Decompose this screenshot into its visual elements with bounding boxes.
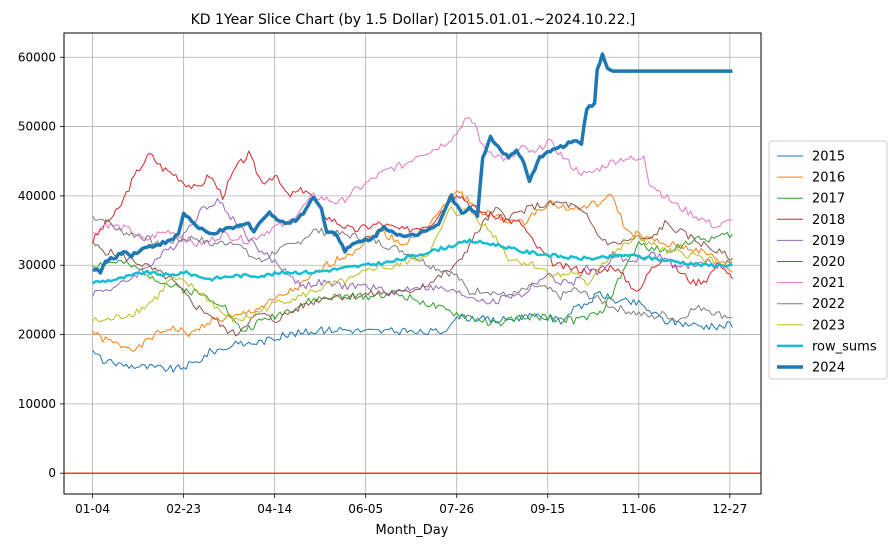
x-axis-label: Month_Day [376, 523, 449, 538]
y-tick-label: 60000 [18, 50, 56, 64]
x-tick-label: 12-27 [712, 502, 747, 516]
y-tick-label: 30000 [18, 258, 56, 272]
series-layer [91, 52, 733, 373]
legend-label: 2023 [812, 318, 845, 333]
legend-label: row_sums [812, 339, 877, 354]
legend-label: 2022 [812, 297, 845, 312]
series-line-row_sums [91, 238, 733, 285]
x-tick-label: 09-15 [530, 502, 565, 516]
series-line-2024 [92, 52, 733, 275]
axis-layer: 01-04 02-23 04-14 06-05 07-26 09-15 11-06 12-27… [18, 50, 747, 516]
legend-label: 2020 [812, 255, 845, 270]
chart-title: KD 1Year Slice Chart (by 1.5 Dollar) [20… [191, 12, 636, 28]
y-tick-label: 40000 [18, 189, 56, 203]
x-tick-label: 06-05 [348, 502, 383, 516]
series-line-2017 [92, 231, 733, 332]
plot-frame [63, 32, 762, 495]
legend-box [768, 140, 888, 380]
series-line-2018 [92, 150, 733, 292]
series-line-2019 [92, 198, 733, 305]
x-tick-label: 07-26 [439, 502, 474, 516]
legend-label: 2021 [812, 276, 845, 291]
legend: 2015 2016 2017 2018 2019 2020 2021 2022 2023 row_… [768, 140, 888, 380]
legend-label: 2024 [812, 361, 845, 376]
series-line-2022 [92, 215, 733, 322]
series-line-2016 [92, 190, 733, 352]
series-line-2021 [92, 117, 733, 247]
series-line-2020 [92, 200, 733, 337]
y-tick-label: 10000 [18, 397, 56, 411]
legend-label: 2016 [812, 171, 845, 186]
series-line-2015 [92, 290, 733, 373]
legend-label: 2017 [812, 192, 845, 207]
x-tick-label: 11-06 [621, 502, 656, 516]
x-tick-label: 01-04 [75, 502, 110, 516]
legend-label: 2015 [812, 150, 845, 165]
x-tick-label: 04-14 [257, 502, 292, 516]
y-tick-label: 50000 [18, 120, 56, 134]
y-tick-label: 0 [48, 466, 56, 480]
x-tick-label: 02-23 [166, 502, 201, 516]
y-tick-label: 20000 [18, 328, 56, 342]
legend-label: 2018 [812, 213, 845, 228]
legend-label: 2019 [812, 234, 845, 249]
